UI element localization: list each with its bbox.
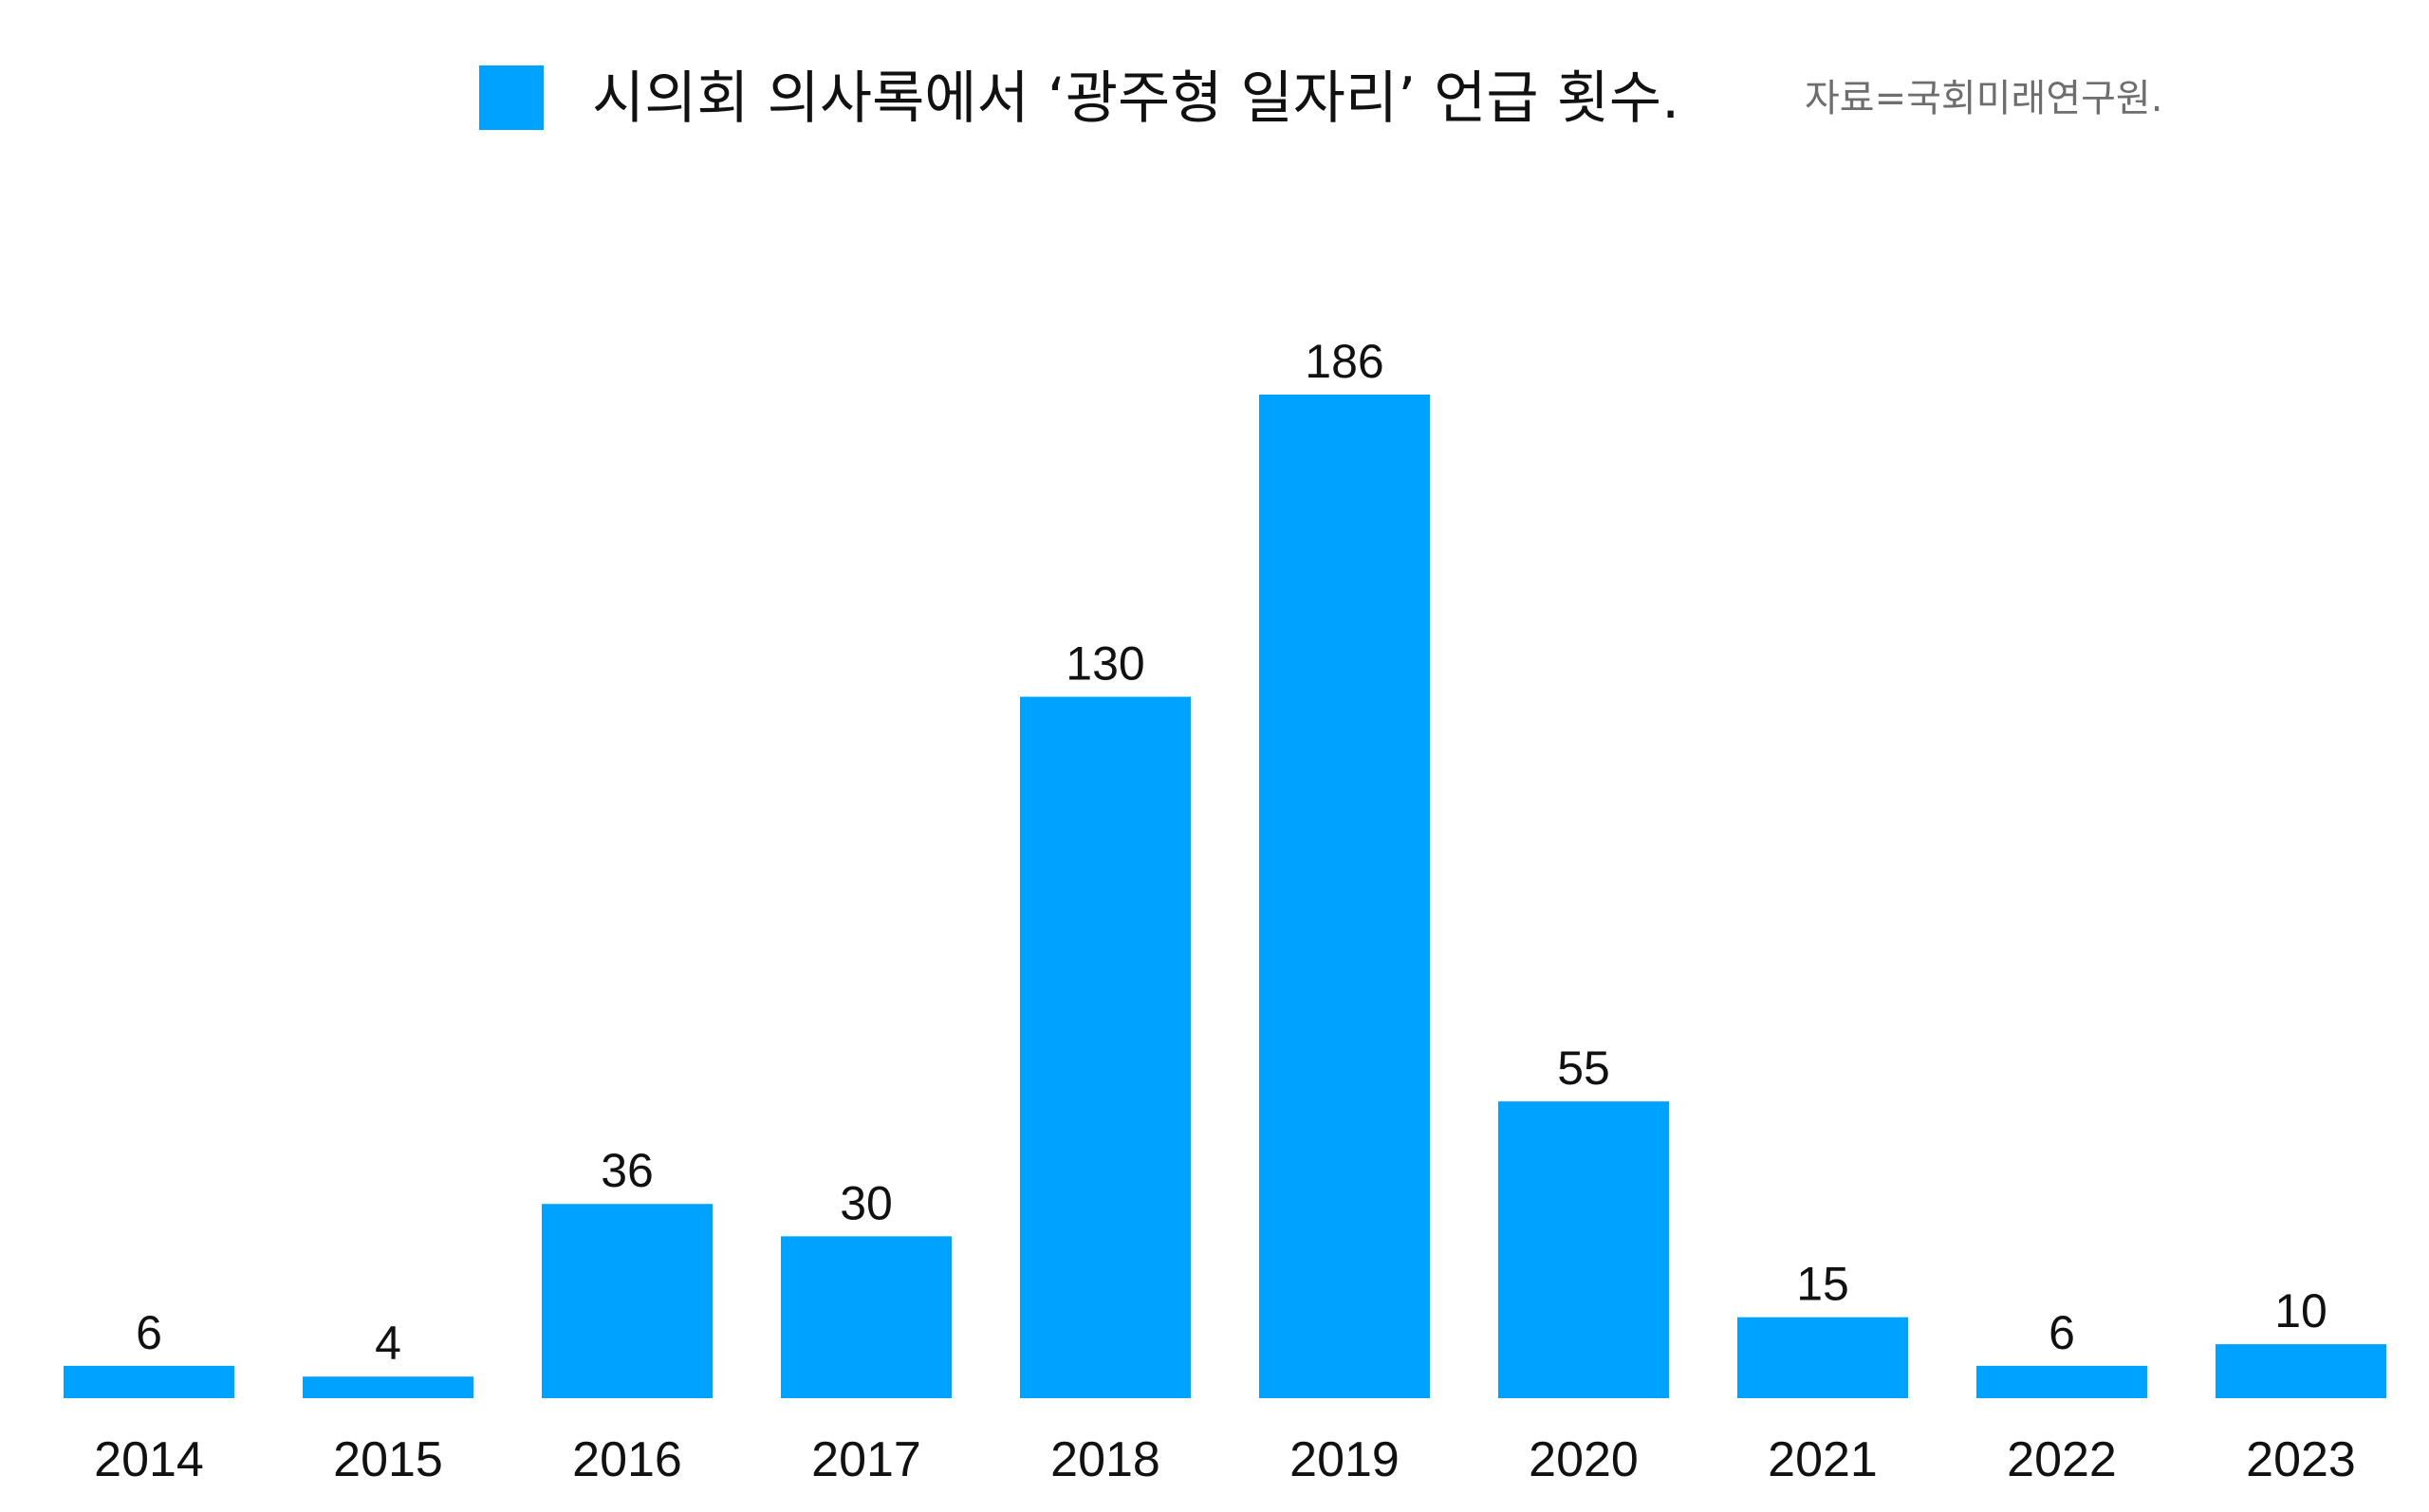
chart-title: 시의회 의사록에서 ‘광주형 일자리’ 언급 횟수. [592,65,1679,132]
bar-2016 [542,1204,713,1398]
value-label-2014: 6 [136,1306,162,1359]
bar-2019 [1259,395,1430,1398]
value-label-2019: 186 [1305,335,1383,388]
legend: 시의회 의사록에서 ‘광주형 일자리’ 언급 횟수. 자료=국회미래연구원. [479,65,2162,132]
bar-2022 [1976,1365,2147,1398]
value-label-2021: 15 [1796,1258,1849,1311]
legend-swatch [479,65,544,130]
x-tick-label-2017: 2017 [811,1432,921,1487]
value-label-2020: 55 [1557,1042,1610,1095]
value-label-2016: 36 [601,1144,654,1197]
x-tick-label-2021: 2021 [1768,1432,1878,1487]
x-tick-label-2022: 2022 [2007,1432,2117,1487]
bar-2018 [1020,696,1191,1398]
x-tick-label-2018: 2018 [1050,1432,1160,1487]
x-tick-label-2015: 2015 [333,1432,443,1487]
x-tick-label-2014: 2014 [94,1432,204,1487]
value-label-2023: 10 [2274,1284,2327,1337]
x-tick-label-2023: 2023 [2246,1432,2356,1487]
value-label-2015: 4 [375,1317,401,1370]
value-label-2018: 130 [1066,637,1144,691]
x-tick-label-2020: 2020 [1529,1432,1639,1487]
bars [64,395,2386,1398]
bar-2015 [303,1376,473,1398]
bar-2020 [1498,1101,1669,1398]
x-tick-label-2016: 2016 [572,1432,682,1487]
x-axis-labels: 2014 2015 2016 2017 2018 2019 2020 2021 2022 2023 [94,1432,2356,1487]
value-label-2017: 30 [840,1176,893,1229]
x-tick-label-2019: 2019 [1289,1432,1400,1487]
value-labels: 6 4 36 30 130 186 55 15 6 10 [136,335,2327,1370]
source-note: 자료=국회미래연구원. [1805,77,2162,120]
bar-2014 [64,1365,234,1398]
value-label-2022: 6 [2049,1306,2075,1359]
bar-2017 [781,1236,952,1398]
bar-2021 [1737,1317,1908,1398]
bar-2023 [2216,1344,2386,1398]
